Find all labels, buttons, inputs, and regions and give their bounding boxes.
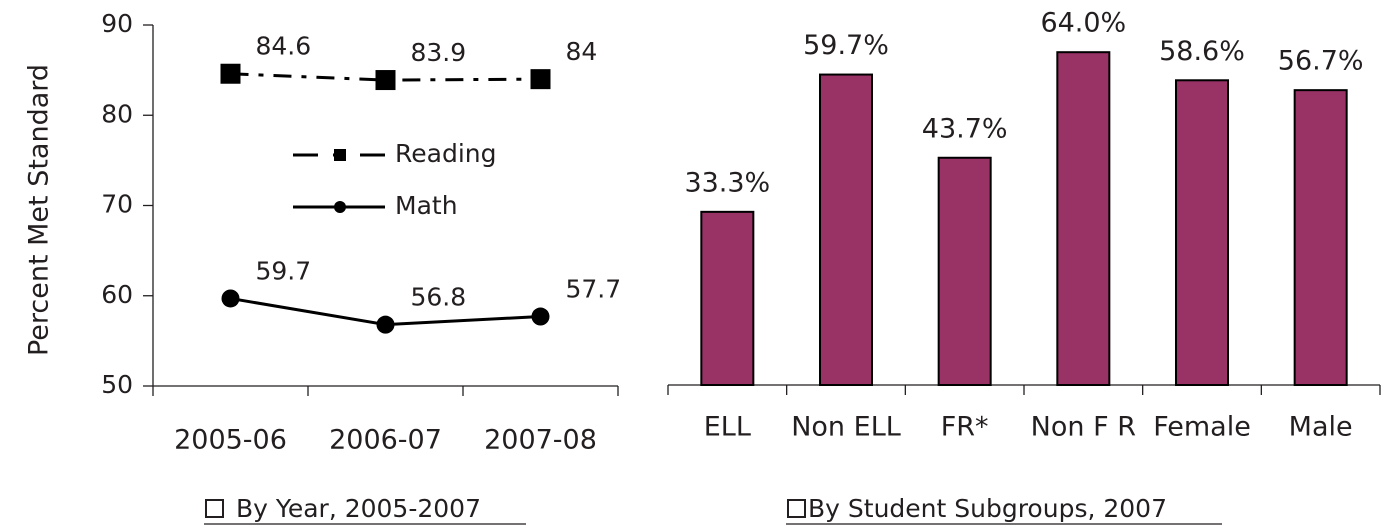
point — [376, 315, 395, 334]
data-label: 59.7 — [256, 256, 312, 285]
bar — [1175, 79, 1229, 386]
data-label: 83.9 — [411, 38, 467, 67]
point — [221, 289, 240, 308]
data-label: 64.0% — [1040, 8, 1126, 39]
bar — [819, 73, 873, 386]
x-tick-label: 2006-07 — [329, 425, 442, 456]
data-label: 33.3% — [684, 167, 770, 198]
bar — [1293, 89, 1348, 386]
y-tick-label: 70 — [101, 190, 133, 219]
data-label: 84.6 — [256, 32, 312, 61]
point — [375, 70, 396, 91]
y-tick-label: 60 — [101, 280, 133, 309]
data-label: 57.7 — [566, 275, 622, 304]
x-tick-label: Male — [1289, 412, 1353, 443]
point — [220, 63, 241, 84]
y-tick-label: 50 — [101, 370, 133, 399]
x-tick-label: Female — [1153, 412, 1251, 443]
y-axis-label: Percent Met Standard — [24, 64, 55, 356]
data-label: 58.6% — [1159, 36, 1245, 67]
x-tick-label: FR* — [941, 412, 989, 443]
legend-marker — [334, 201, 346, 213]
bar — [937, 156, 992, 386]
x-tick-label: Non ELL — [791, 412, 901, 443]
legend-label: Reading — [395, 139, 496, 168]
x-tick-label: Non F R — [1031, 412, 1136, 443]
caption-box — [787, 499, 806, 518]
y-tick-label: 80 — [101, 99, 133, 128]
data-label: 56.7% — [1278, 46, 1364, 77]
x-tick-label: 2007-08 — [484, 425, 597, 456]
data-label: 43.7% — [922, 113, 1008, 144]
data-label: 84 — [566, 37, 598, 66]
caption: By Year, 2005-2007 — [236, 494, 481, 523]
data-label: 59.7% — [803, 30, 889, 61]
bar — [700, 210, 755, 386]
legend-marker — [334, 149, 346, 161]
data-label: 56.8 — [411, 283, 467, 312]
y-tick-label: 90 — [101, 9, 133, 38]
bar — [1056, 51, 1111, 386]
x-tick-label: ELL — [704, 412, 751, 443]
x-tick-label: 2005-06 — [174, 425, 287, 456]
point — [530, 69, 551, 90]
legend-label: Math — [395, 191, 458, 220]
series-line — [230, 72, 541, 82]
caption-box — [205, 499, 224, 518]
point — [531, 307, 550, 326]
caption: By Student Subgroups, 2007 — [808, 494, 1167, 523]
